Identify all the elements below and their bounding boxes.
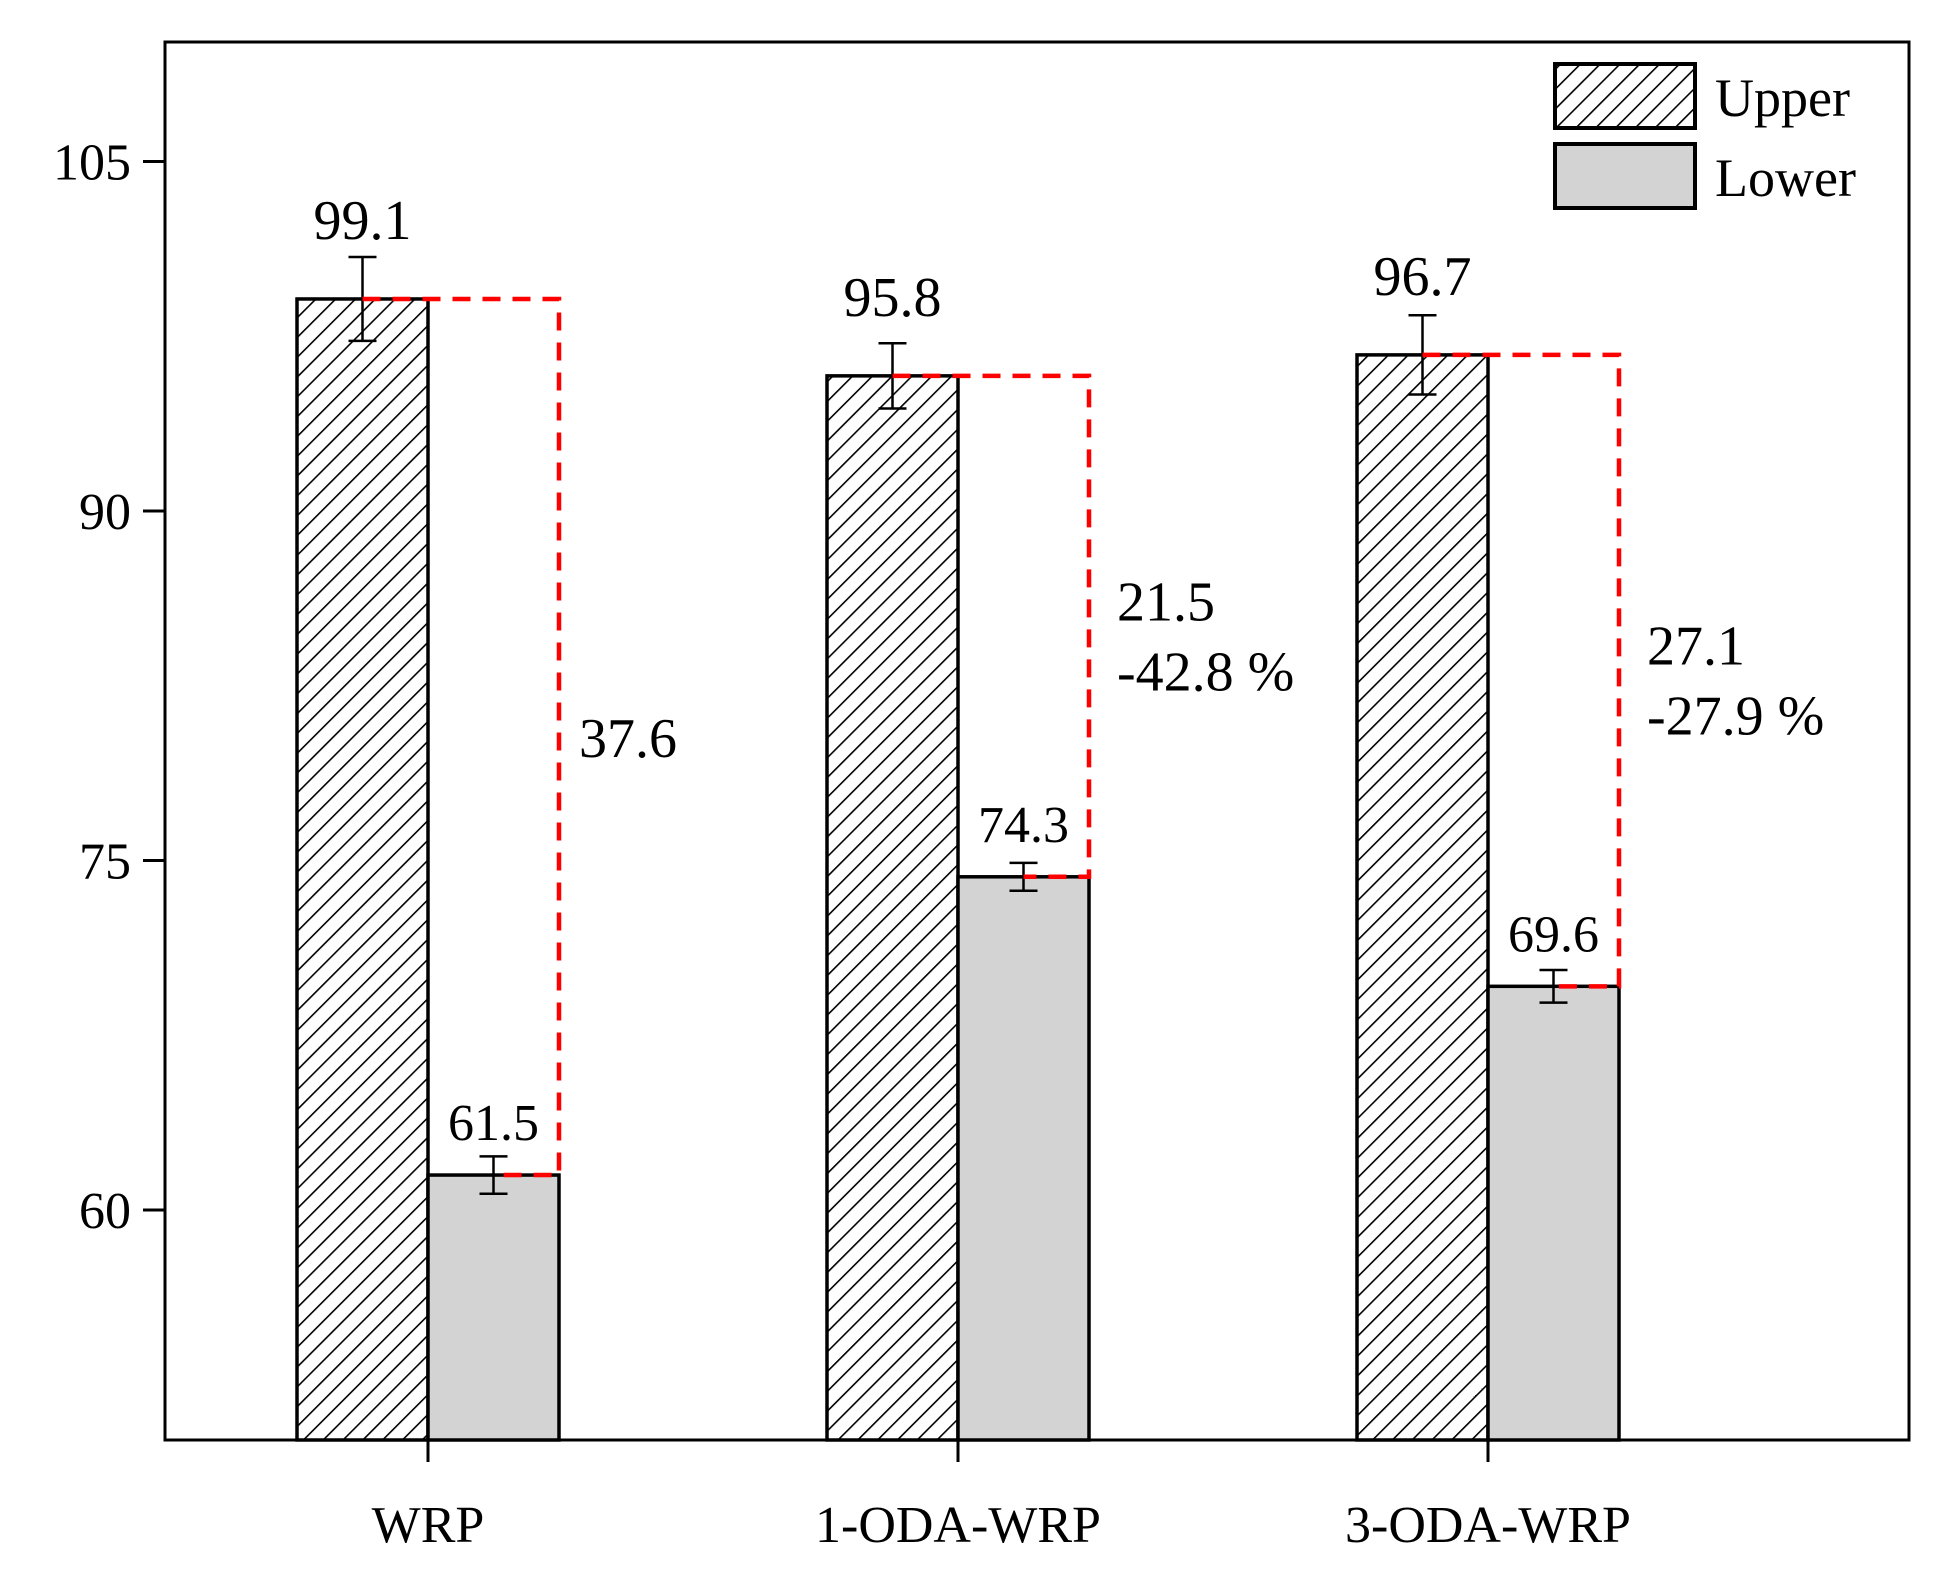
difference-label-2: 27.1 [1647, 616, 1745, 678]
difference-label-0: 37.6 [579, 708, 677, 770]
y-tick-label-2: 90 [79, 484, 131, 541]
difference-change-label-2: -27.9 % [1647, 686, 1824, 748]
bar-lower-2 [1486, 984, 1621, 1442]
value-label-upper-0: 99.1 [314, 190, 412, 252]
bar-upper-1 [825, 374, 960, 1442]
difference-connector-0 [362, 296, 562, 1178]
legend-swatch-lower [1553, 142, 1697, 210]
y-tick-label-3: 105 [53, 135, 131, 192]
difference-connector-2 [1422, 352, 1622, 989]
value-label-upper-1: 95.8 [844, 267, 942, 329]
bar-lower-1 [956, 875, 1091, 1442]
value-label-lower-2: 69.6 [1508, 906, 1599, 963]
difference-change-label-1: -42.8 % [1117, 641, 1294, 703]
bar-lower-0 [426, 1173, 561, 1442]
legend-swatch-upper [1553, 62, 1697, 130]
value-label-lower-0: 61.5 [448, 1095, 539, 1152]
bar-upper-2 [1355, 353, 1490, 1442]
legend-label-lower: Lower [1715, 148, 1856, 208]
bars [295, 297, 1621, 1442]
difference-connector-1 [892, 373, 1092, 880]
value-labels: 99.1 61.5 37.6 95.8 74.3 21.5 -42.8 % 96.7 69.6 2… [314, 190, 1825, 1152]
axes: WRP 1-ODA-WRP 3-ODA-WRP 60 75 90 105 [53, 135, 1631, 1555]
difference-connectors [362, 296, 1622, 1178]
x-tick-label-1: 1-ODA-WRP [815, 1497, 1101, 1554]
x-tick-label-0: WRP [372, 1497, 485, 1554]
legend-label-upper: Upper [1715, 68, 1850, 128]
bar-upper-0 [295, 297, 430, 1442]
value-label-lower-1: 74.3 [978, 797, 1069, 854]
error-bar-lower-0 [479, 1155, 508, 1195]
error-bar-lower-2 [1539, 968, 1568, 1004]
y-tick-label-1: 75 [79, 834, 131, 891]
legend: Upper Lower [1553, 62, 1856, 210]
plot-frame [163, 40, 1911, 1442]
y-tick-label-0: 60 [79, 1183, 131, 1240]
value-label-upper-2: 96.7 [1374, 246, 1472, 308]
x-tick-label-2: 3-ODA-WRP [1345, 1497, 1631, 1554]
difference-label-1: 21.5 [1117, 571, 1215, 633]
